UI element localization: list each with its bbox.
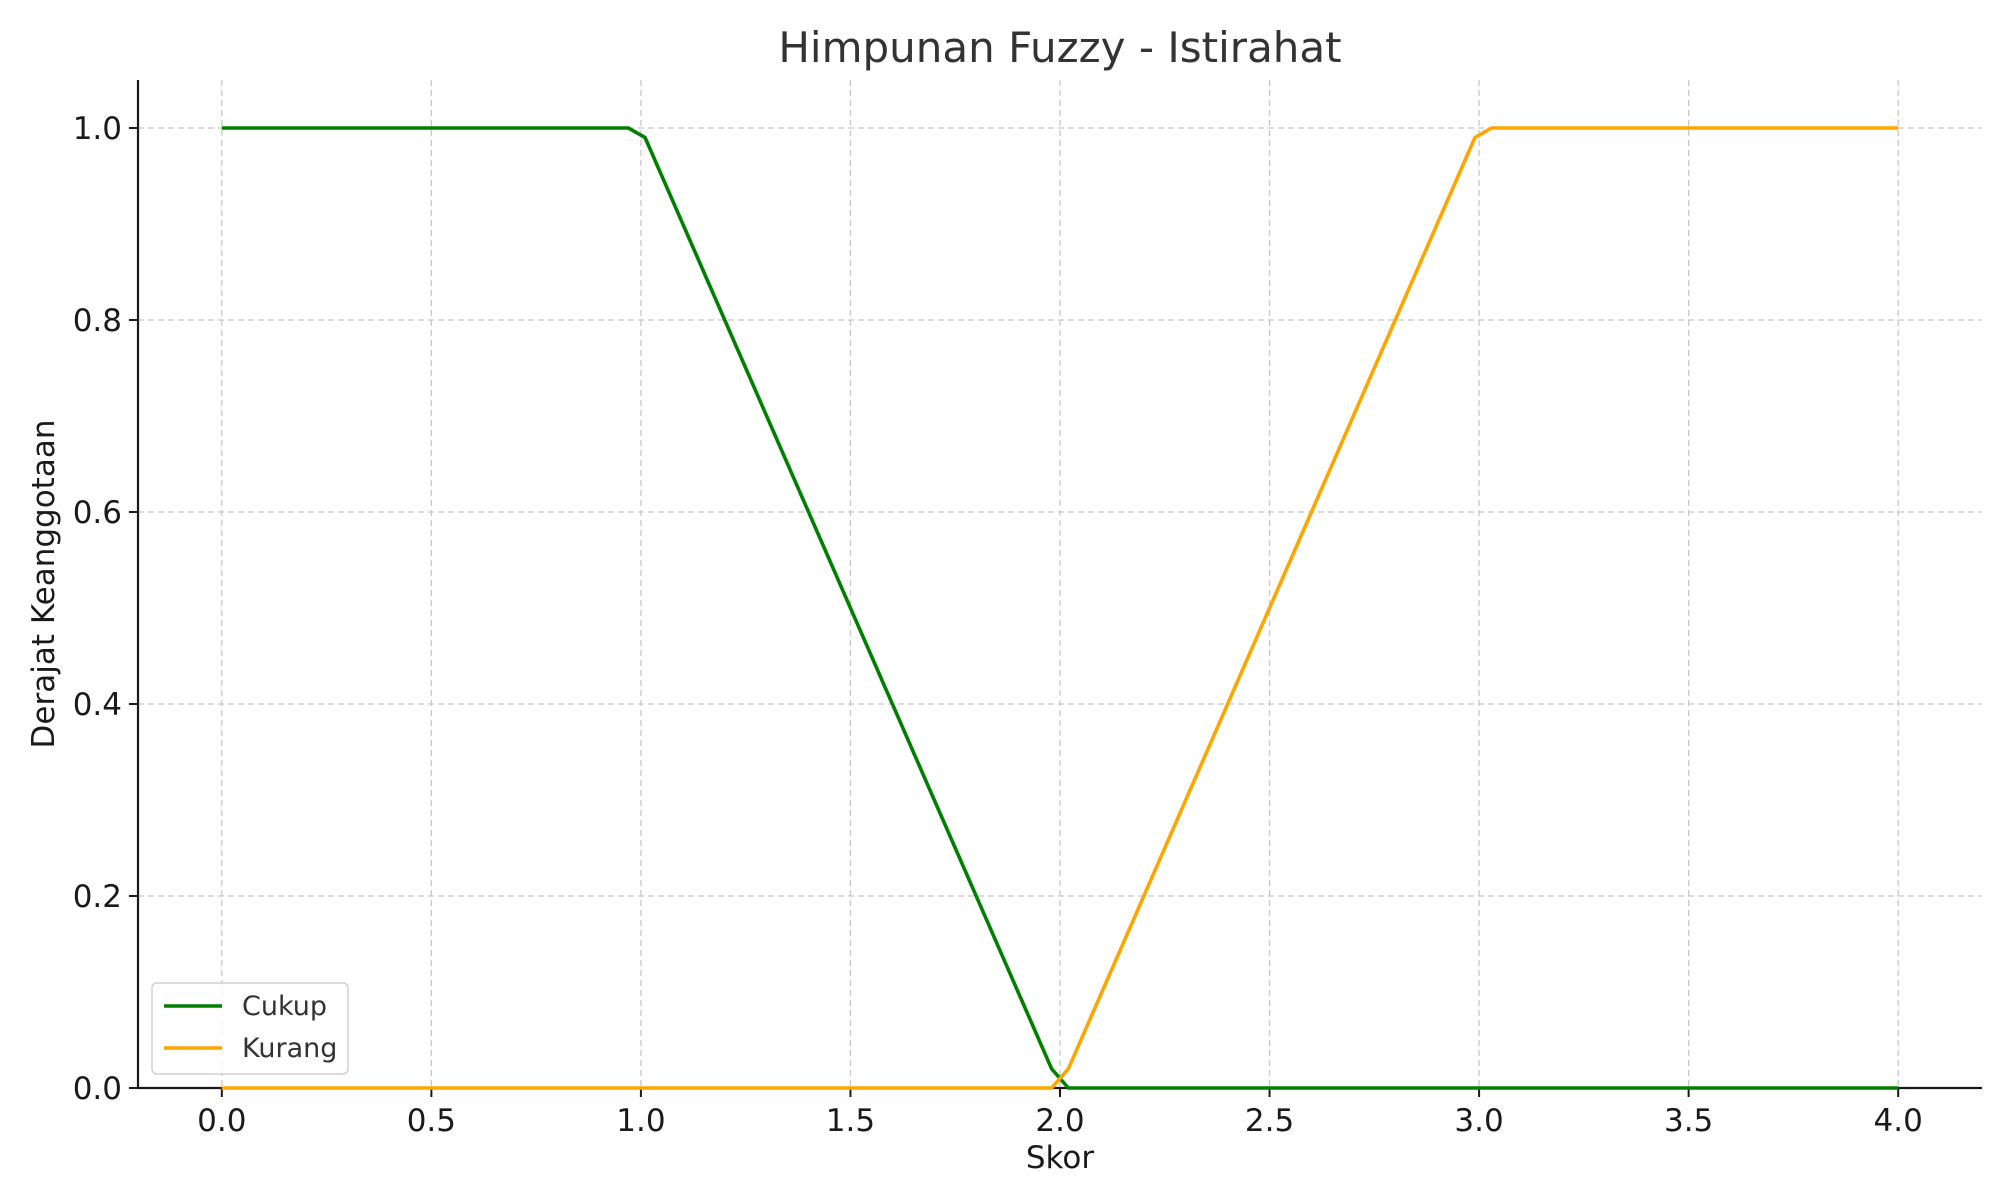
x-tick-label: 3.5 [1664, 1103, 1713, 1139]
series-line-cukup [221, 126, 1899, 1090]
y-tick-label: 0.4 [73, 687, 122, 723]
x-tick-label: 1.0 [616, 1103, 665, 1139]
legend: Cukup Kurang [151, 982, 349, 1075]
legend-items: Cukup Kurang [164, 991, 337, 1064]
y-tick-label: 0.8 [73, 303, 122, 339]
x-axis-label: Skor [1026, 1140, 1094, 1176]
x-tick-label: 2.0 [1035, 1103, 1084, 1139]
x-tick-label: 2.5 [1245, 1103, 1294, 1139]
grid-lines [138, 80, 1982, 1089]
y-tick-label: 0.6 [73, 495, 122, 531]
legend-label-cukup: Cukup [242, 991, 327, 1022]
y-tick-label: 0.2 [73, 879, 122, 915]
x-tick-label: 0.5 [407, 1103, 456, 1139]
y-tick-label: 0.0 [73, 1071, 122, 1107]
x-tick-label: 4.0 [1874, 1103, 1923, 1139]
series-line-kurang [221, 126, 1899, 1090]
y-axis-label: Derajat Keanggotaan [26, 420, 62, 749]
x-tick-label: 1.5 [826, 1103, 875, 1139]
x-tick-label: 0.0 [197, 1103, 246, 1139]
y-axis-ticks: 0.0 0.2 0.4 0.6 0.8 1.0 [73, 111, 138, 1107]
x-axis-ticks: 0.0 0.5 1.0 1.5 2.0 2.5 3.0 3.5 4.0 [197, 1088, 1923, 1139]
series-lines [221, 126, 1899, 1090]
y-tick-label: 1.0 [73, 111, 122, 147]
chart-title: Himpunan Fuzzy - Istirahat [778, 23, 1341, 72]
x-tick-label: 3.0 [1454, 1103, 1503, 1139]
legend-label-kurang: Kurang [242, 1033, 337, 1064]
